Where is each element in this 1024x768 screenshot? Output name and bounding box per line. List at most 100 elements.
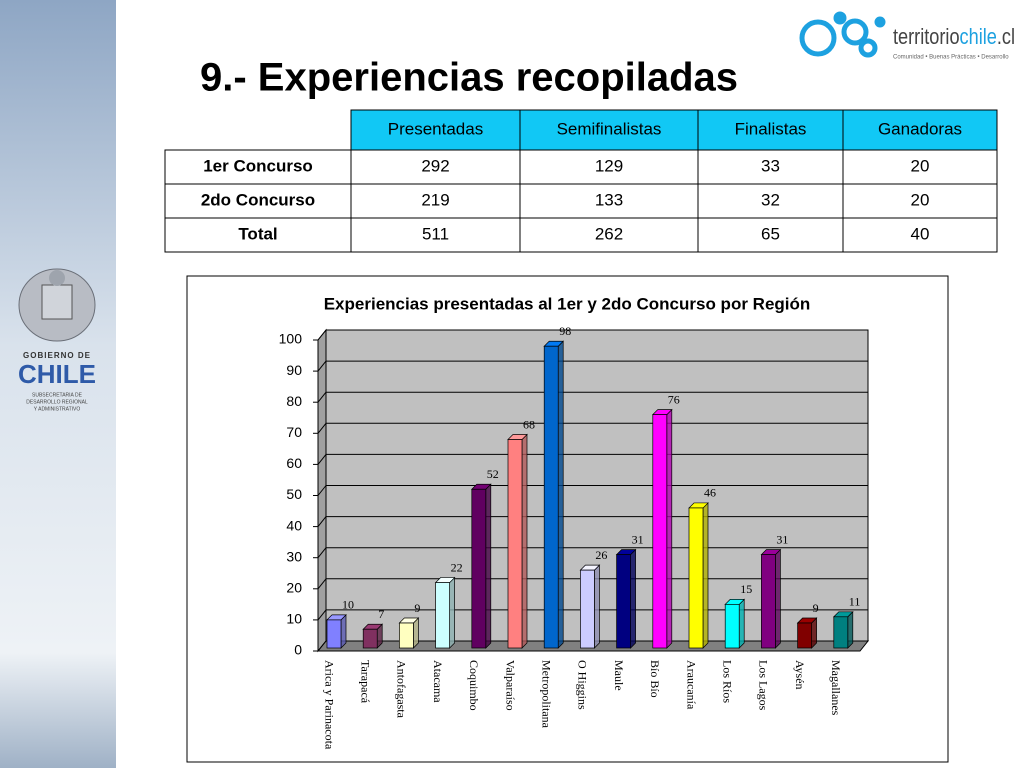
cell-text: 133	[595, 190, 623, 209]
x-tick-label: Los Ríos	[720, 660, 734, 703]
sidebar-line: GOBIERNO DE	[23, 351, 91, 360]
logo-part: chile	[960, 24, 997, 49]
grid-line	[317, 329, 327, 341]
bar	[326, 619, 342, 649]
y-tick-label: 100	[279, 331, 303, 347]
value-label: 26	[595, 548, 607, 562]
bar-side	[485, 483, 492, 649]
row-label: Total	[238, 224, 277, 243]
cell	[842, 183, 998, 219]
y-tick-label: 90	[286, 362, 302, 378]
header-text: Presentadas	[388, 119, 483, 138]
value-label: 31	[776, 532, 788, 546]
sidebar-line: DESARROLLO REGIONAL	[26, 399, 88, 405]
chart: 0 10 20 30 40 50 60 70 80 90 100 10 Arica y Parinaco…	[279, 324, 870, 750]
cell	[519, 217, 699, 253]
cell-text: 40	[911, 224, 930, 243]
logo-tagline: Comunidad • Buenas Prácticas • Desarroll…	[893, 55, 1009, 61]
bar-side	[702, 502, 709, 649]
grid-line	[317, 454, 327, 465]
grid-line	[317, 547, 327, 559]
value-label: 46	[704, 486, 716, 500]
value-label: 9	[414, 601, 420, 615]
bar-side	[557, 340, 564, 649]
grid-line	[317, 391, 327, 403]
bar	[616, 554, 631, 649]
cell	[842, 217, 998, 253]
value-label: 7	[378, 607, 384, 621]
sidebar-line: SUBSECRETARIA DE	[32, 392, 83, 398]
value-label: 52	[487, 467, 499, 481]
bar	[543, 345, 559, 649]
grid-line	[317, 609, 327, 621]
sidebar-line: Y ADMINISTRATIVO	[34, 406, 81, 412]
cell	[697, 183, 844, 219]
cell	[350, 217, 521, 253]
cell-text: 33	[761, 156, 780, 175]
value-label: 76	[668, 392, 680, 406]
bar-side	[775, 548, 781, 649]
cell	[697, 217, 844, 253]
value-label: 11	[849, 595, 861, 609]
cell	[350, 183, 521, 219]
cell-text: 262	[595, 224, 623, 243]
grid-line	[317, 578, 327, 590]
cell-text: 20	[911, 190, 930, 209]
cell-text: 219	[421, 190, 449, 209]
value-label: 98	[559, 324, 571, 338]
bar	[435, 582, 450, 649]
y-tick-label: 40	[286, 517, 302, 533]
x-tick-label: Metropolitana	[539, 660, 553, 729]
grid-line	[317, 640, 327, 652]
bar-side	[521, 433, 528, 649]
row-label-cell	[164, 183, 352, 219]
bar-side	[630, 548, 636, 649]
sidebar-line: CHILE	[18, 359, 96, 389]
bar-side	[594, 564, 600, 649]
value-label: 15	[740, 582, 752, 596]
x-tick-label: O Higgins	[576, 660, 590, 710]
bar	[688, 507, 704, 649]
value-label: 9	[813, 601, 819, 615]
bar-side	[340, 614, 347, 649]
bar	[761, 554, 776, 649]
y-tick-label: 80	[286, 393, 302, 409]
value-label: 10	[342, 598, 354, 612]
bar	[833, 616, 849, 649]
logo-part: territorio	[893, 24, 960, 49]
bar	[652, 414, 668, 649]
x-tick-label: Tarapacá	[358, 660, 372, 704]
bar-side	[738, 598, 745, 649]
y-tick-label: 0	[294, 642, 302, 658]
cell	[842, 149, 998, 185]
y-tick-label: 70	[286, 424, 302, 440]
bar	[797, 622, 812, 649]
y-tick-label: 30	[286, 548, 302, 564]
cell-text: 129	[595, 156, 623, 175]
y-tick-label: 60	[286, 455, 302, 471]
grid-line	[317, 360, 327, 372]
cell-text: 20	[911, 156, 930, 175]
grid-line	[317, 485, 327, 496]
logo-icon	[799, 11, 886, 58]
cell-text: 511	[422, 224, 449, 243]
x-tick-label: Maule	[612, 660, 626, 691]
bar	[362, 628, 378, 649]
cell-text: 32	[761, 190, 780, 209]
row-label-cell	[164, 217, 352, 253]
bar-side	[449, 576, 455, 649]
x-tick-label: Magallanes	[829, 660, 843, 716]
y-tick-label: 10	[286, 611, 302, 627]
header-text: Finalistas	[735, 119, 807, 138]
grid-line	[317, 516, 327, 527]
x-tick-label: Los Lagos	[757, 660, 771, 711]
cell-text: 65	[761, 224, 780, 243]
bar-side	[666, 408, 673, 649]
header-text: Ganadoras	[878, 119, 962, 138]
x-tick-label: Araucanía	[684, 660, 698, 710]
row-label: 2do Concurso	[201, 190, 315, 209]
row-label: 1er Concurso	[203, 156, 313, 175]
y-tick-label: 50	[286, 486, 302, 502]
x-tick-label: Arica y Parinacota	[322, 660, 336, 750]
